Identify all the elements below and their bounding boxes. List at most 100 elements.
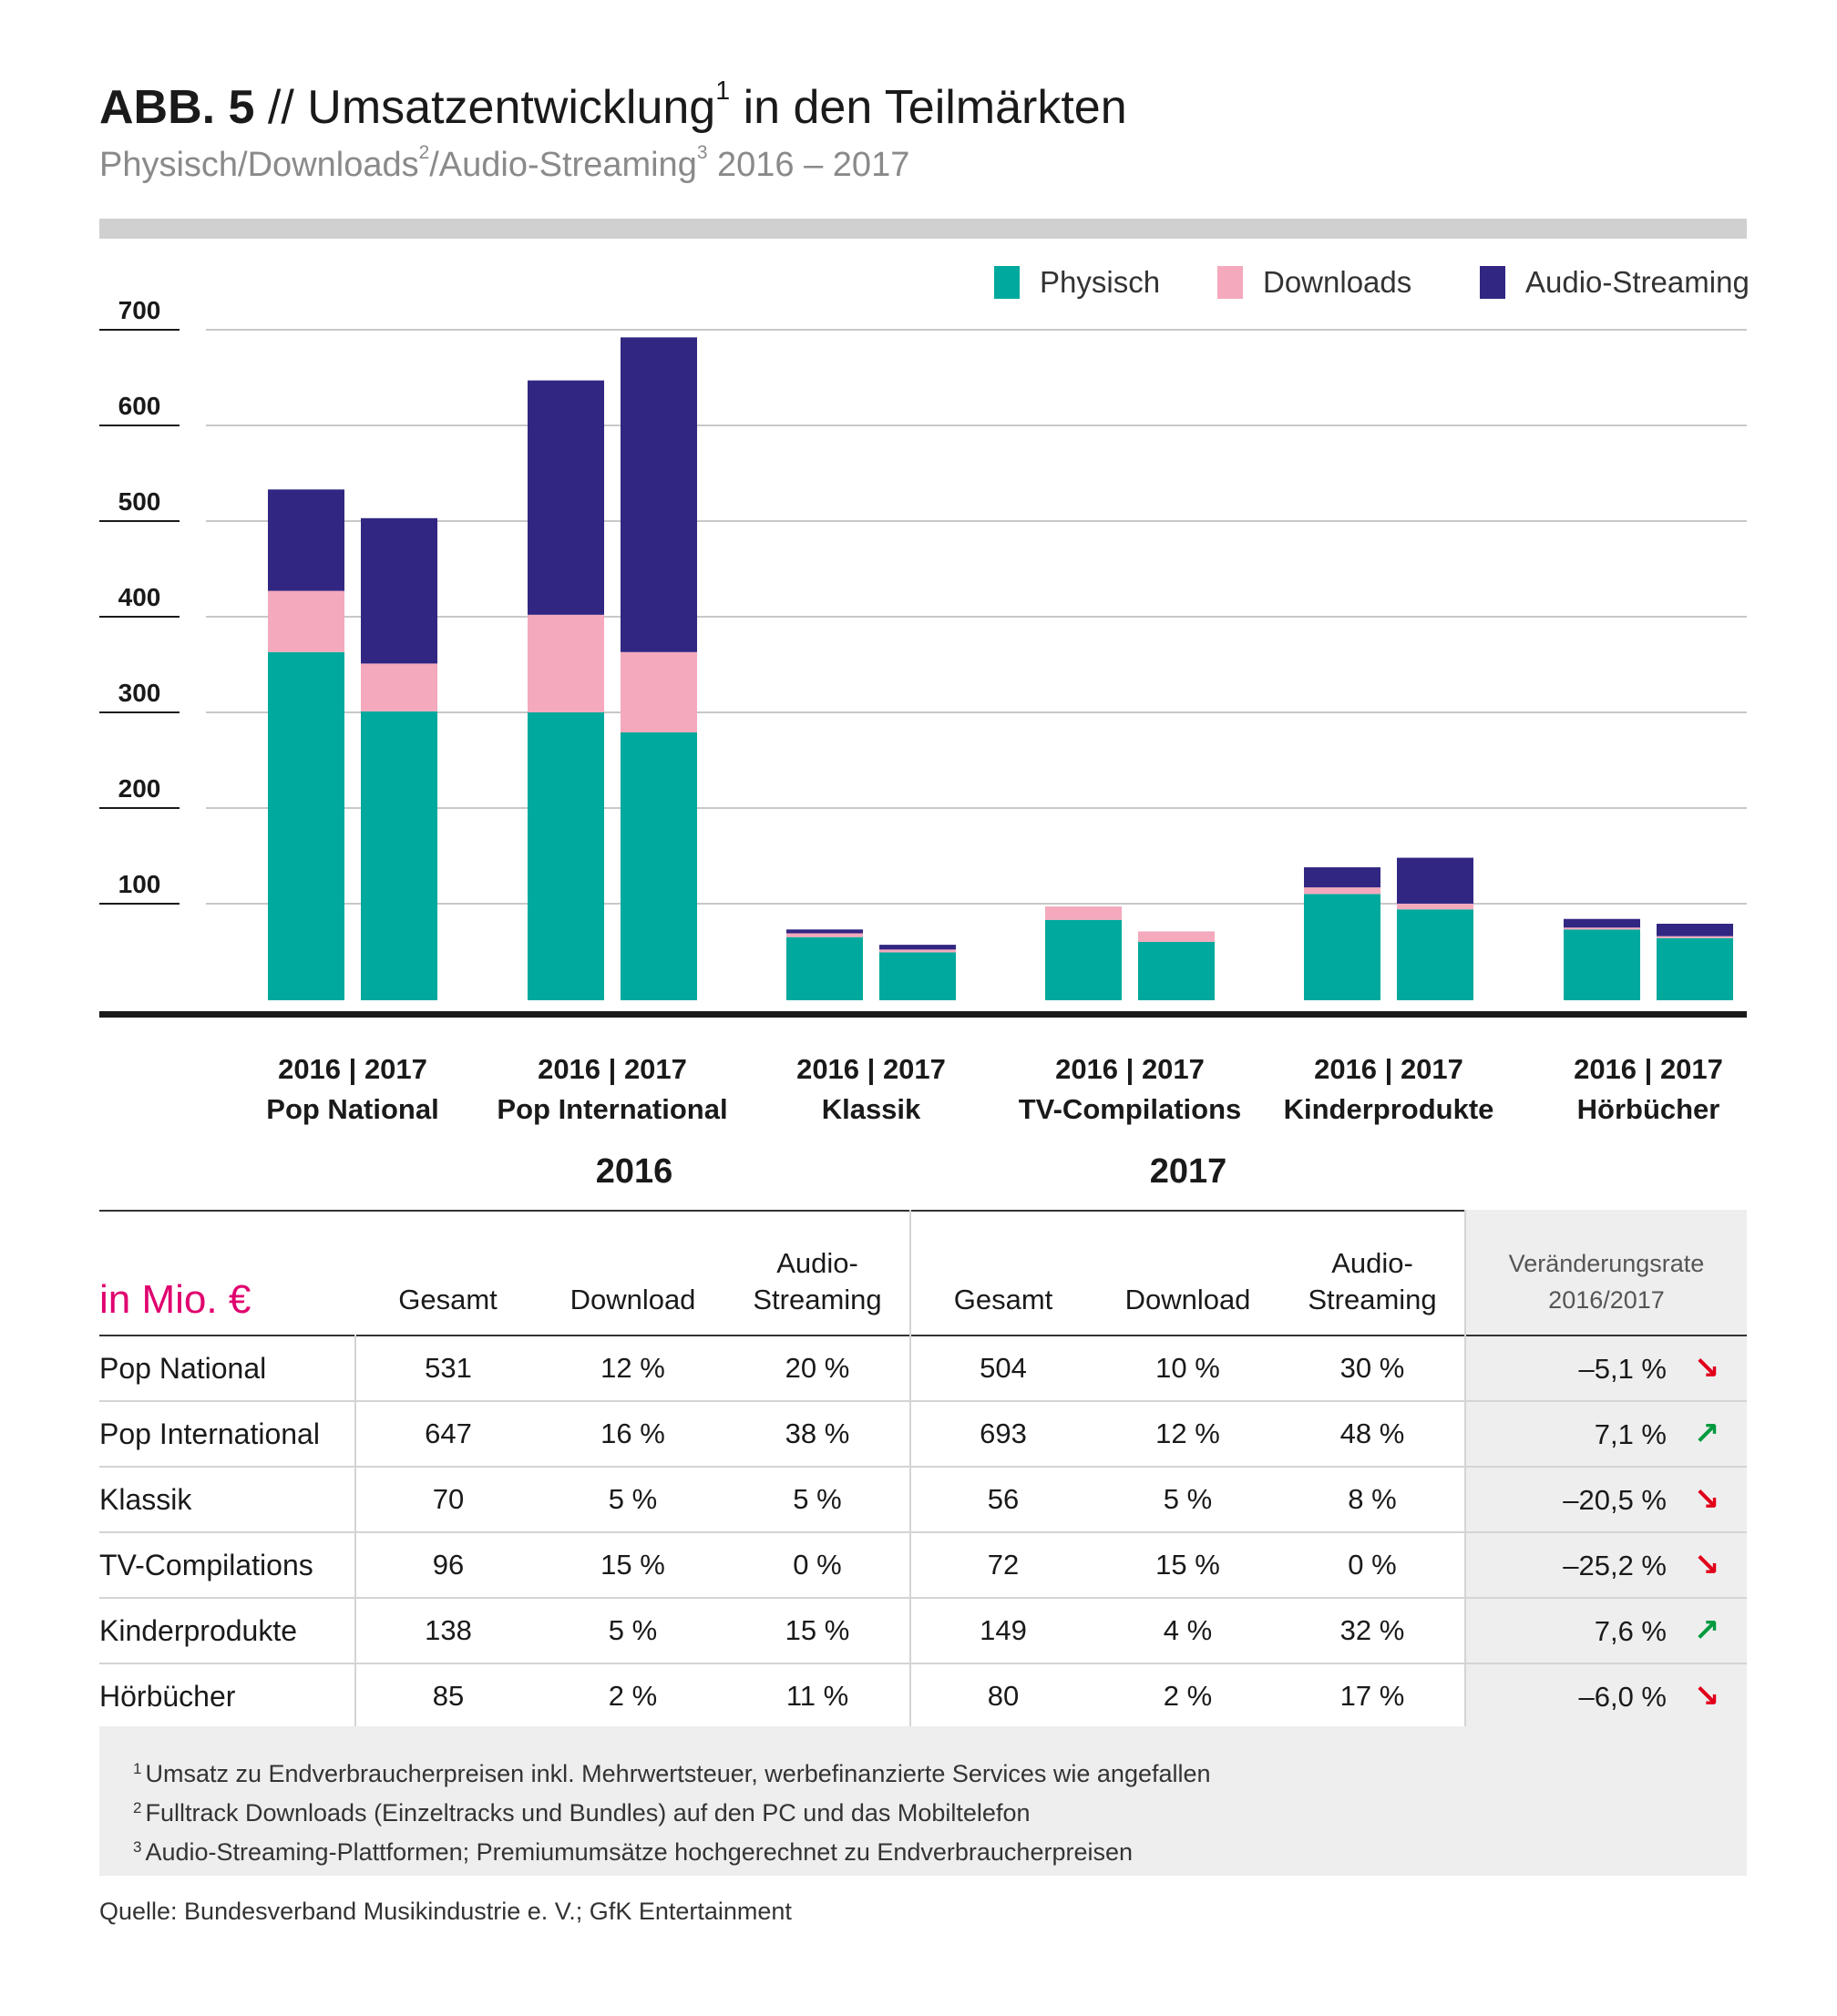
header-gesamt-2017: Gesamt bbox=[953, 1284, 1053, 1315]
bar-segment-downloads bbox=[1657, 936, 1733, 938]
category-label: 2016 | 2017 Kinderprodukte bbox=[1252, 1049, 1525, 1130]
cell-streaming-2017: 32 % bbox=[1280, 1598, 1466, 1664]
subtitle-footnote-mark-3: 3 bbox=[696, 142, 708, 164]
table-row: Pop International 647 16 % 38 % 693 12 % 48 % 7… bbox=[99, 1401, 1747, 1468]
row-label: Pop National bbox=[99, 1335, 356, 1402]
bar-segment-physisch bbox=[1304, 894, 1380, 1000]
cell-rate: –25,2 % ↘ bbox=[1465, 1532, 1747, 1599]
cell-rate: 7,6 % ↗ bbox=[1465, 1598, 1747, 1664]
header-download-2017: Download bbox=[1124, 1284, 1251, 1315]
cell-rate: –6,0 % ↘ bbox=[1465, 1663, 1747, 1730]
cell-download-2017: 10 % bbox=[1095, 1335, 1280, 1402]
legend-label-downloads: Downloads bbox=[1263, 265, 1412, 299]
legend-item-audio-streaming: Audio-Streaming bbox=[1480, 264, 1750, 301]
row-label: Klassik bbox=[99, 1467, 356, 1533]
category-name: Kinderprodukte bbox=[1283, 1093, 1494, 1125]
cell-download-2017: 5 % bbox=[1095, 1467, 1280, 1533]
source-note: Quelle: Bundesverband Musikindustrie e. … bbox=[99, 1898, 792, 1925]
cell-download-2017: 15 % bbox=[1095, 1532, 1280, 1599]
bar-segment-downloads bbox=[268, 590, 344, 652]
bar-segment-streaming bbox=[1397, 857, 1473, 904]
stacked-bar-chart: 100 200 300 400 500 600 700 bbox=[99, 296, 1747, 1018]
cell-gesamt-2017: 149 bbox=[910, 1598, 1095, 1664]
footnote-3-number: 3 bbox=[133, 1838, 142, 1856]
table-body: Pop National 531 12 % 20 % 504 10 % 30 % –5,1 %… bbox=[99, 1335, 1747, 1730]
bar-segment-downloads bbox=[528, 614, 604, 712]
bar-segment-downloads bbox=[1564, 927, 1640, 930]
footnote-2-number: 2 bbox=[133, 1799, 142, 1816]
cell-download-2016: 5 % bbox=[540, 1598, 725, 1664]
subtitle-part-c: 2016 – 2017 bbox=[707, 146, 910, 184]
trend-up-arrow-icon: ↗ bbox=[1693, 1613, 1720, 1648]
bar-segment-streaming bbox=[361, 517, 437, 664]
y-tick-label: 200 bbox=[118, 774, 161, 803]
cell-streaming-2016: 15 % bbox=[725, 1598, 911, 1664]
footnote-1-number: 1 bbox=[133, 1760, 142, 1777]
bar-segment-streaming bbox=[621, 337, 697, 652]
title-prefix: ABB. 5 bbox=[99, 81, 255, 134]
y-tick-label: 700 bbox=[118, 296, 161, 324]
cell-streaming-2017: 17 % bbox=[1280, 1663, 1466, 1730]
bar-segment-streaming bbox=[1304, 867, 1380, 888]
category-year-label: 2016 | 2017 bbox=[796, 1053, 946, 1085]
bar-segment-physisch bbox=[1138, 941, 1215, 1000]
title-separator: // bbox=[254, 81, 308, 134]
cell-streaming-2016: 20 % bbox=[725, 1335, 911, 1402]
cell-streaming-2017: 0 % bbox=[1280, 1532, 1466, 1599]
footnote-3-text: Audio-Streaming-Plattformen; Premiumumsä… bbox=[145, 1838, 1134, 1866]
category-name: Klassik bbox=[821, 1093, 921, 1125]
legend-swatch-physisch bbox=[994, 266, 1020, 299]
cell-gesamt-2017: 80 bbox=[910, 1663, 1095, 1730]
bar-segment-downloads bbox=[786, 933, 863, 937]
header-rate-line1: Veränderungsrate bbox=[1508, 1250, 1705, 1277]
legend-item-physisch: Physisch bbox=[994, 264, 1160, 301]
data-table: in Mio. € Gesamt Download Audio- Streami… bbox=[99, 1210, 1747, 1730]
bar-segment-streaming bbox=[879, 945, 956, 950]
cell-gesamt-2016: 85 bbox=[355, 1663, 540, 1730]
trend-down-arrow-icon: ↘ bbox=[1693, 1351, 1720, 1386]
category-name: Pop National bbox=[266, 1093, 439, 1125]
bar-segment-downloads bbox=[361, 663, 437, 711]
cell-download-2016: 12 % bbox=[540, 1335, 725, 1402]
cell-download-2017: 12 % bbox=[1095, 1401, 1280, 1468]
cell-gesamt-2016: 647 bbox=[355, 1401, 540, 1468]
bar-segment-physisch bbox=[361, 711, 437, 1000]
y-tick-label: 300 bbox=[118, 679, 161, 707]
header-streaming-2017-line1: Audio- bbox=[1331, 1247, 1413, 1279]
cell-streaming-2016: 11 % bbox=[725, 1663, 911, 1730]
bar-segment-physisch bbox=[1397, 909, 1473, 1000]
title-tail: in den Teilmärkten bbox=[730, 81, 1127, 134]
cell-streaming-2017: 48 % bbox=[1280, 1401, 1466, 1468]
bar-segment-physisch bbox=[786, 936, 863, 1000]
trend-up-arrow-icon: ↗ bbox=[1693, 1417, 1720, 1451]
cell-streaming-2016: 5 % bbox=[725, 1467, 911, 1533]
category-name: Hörbücher bbox=[1576, 1093, 1720, 1125]
bar-segment-physisch bbox=[1564, 929, 1640, 1000]
cell-rate: 7,1 % ↗ bbox=[1465, 1401, 1747, 1468]
header-streaming-2016-line2: Streaming bbox=[753, 1284, 882, 1315]
bar-segment-downloads bbox=[879, 949, 956, 953]
legend-item-downloads: Downloads bbox=[1217, 264, 1411, 301]
footnote-3: 3 Audio-Streaming-Plattformen; Premiumums… bbox=[133, 1830, 1747, 1869]
table-row: Pop National 531 12 % 20 % 504 10 % 30 % –5,1 %… bbox=[99, 1335, 1747, 1402]
row-label: Pop International bbox=[99, 1401, 356, 1468]
table-year-2017: 2017 bbox=[1149, 1152, 1227, 1191]
category-name: Pop International bbox=[497, 1093, 728, 1125]
header-rate-line2: 2016/2017 bbox=[1548, 1286, 1665, 1314]
rate-value: 7,1 % bbox=[1594, 1418, 1667, 1450]
header-download-2016: Download bbox=[570, 1284, 696, 1315]
table-top-rule bbox=[99, 1210, 1747, 1212]
cell-streaming-2016: 38 % bbox=[725, 1401, 911, 1468]
cell-download-2016: 5 % bbox=[540, 1467, 725, 1533]
cell-gesamt-2017: 693 bbox=[910, 1401, 1095, 1468]
page-subtitle: Physisch/Downloads2/Audio-Streaming3 201… bbox=[99, 142, 910, 185]
cell-rate: –20,5 % ↘ bbox=[1465, 1467, 1747, 1533]
bar-segment-downloads bbox=[1397, 903, 1473, 910]
legend-label-audio-streaming: Audio-Streaming bbox=[1525, 265, 1750, 299]
subtitle-part-b: /Audio-Streaming bbox=[429, 146, 697, 184]
bar-segment-downloads bbox=[1138, 931, 1215, 942]
footnote-1-text: Umsatz zu Endverbraucherpreisen inkl. Me… bbox=[145, 1760, 1211, 1787]
y-tick-label: 400 bbox=[118, 583, 161, 611]
trend-down-arrow-icon: ↘ bbox=[1693, 1679, 1720, 1714]
title-footnote-mark: 1 bbox=[715, 77, 731, 107]
